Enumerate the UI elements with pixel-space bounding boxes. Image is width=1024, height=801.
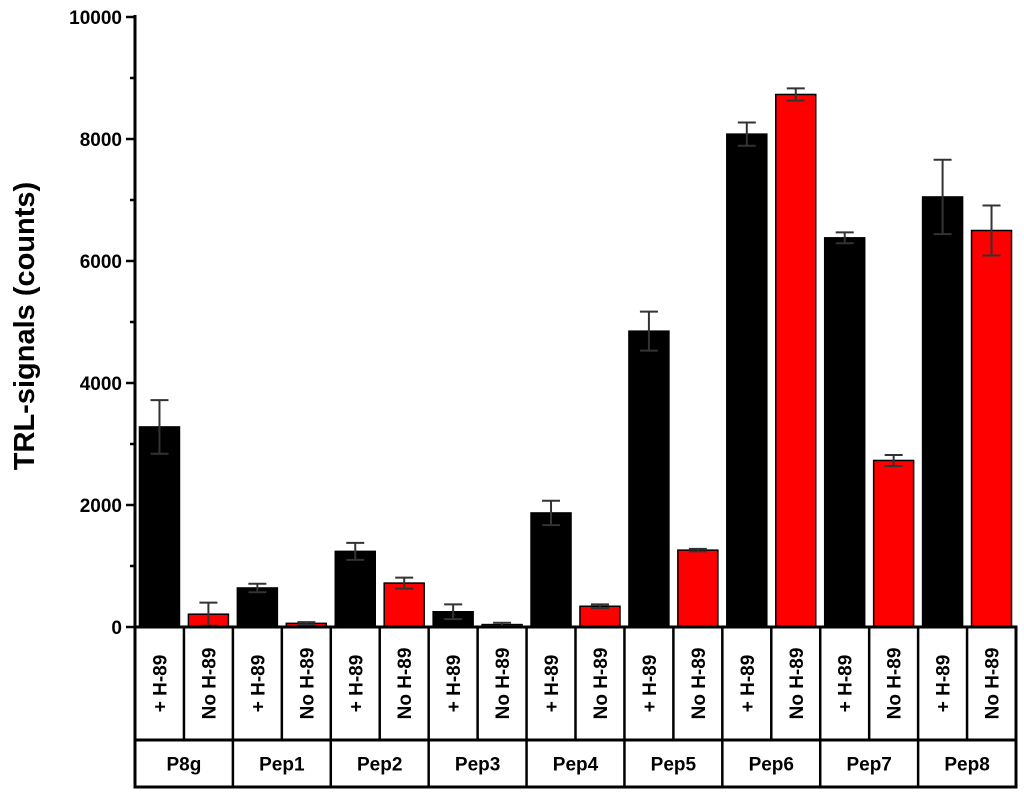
error-bar-Pep7-no-h89 [884, 453, 903, 467]
y-tick-label: 6000 [80, 252, 122, 273]
error-bar-Pep4-no-h89 [590, 603, 609, 610]
group-label: Pep5 [651, 755, 697, 776]
group-label: Pep8 [944, 755, 989, 776]
condition-label: No H-89 [983, 648, 1004, 720]
group-label: Pep3 [455, 755, 500, 776]
condition-label: No H-89 [591, 648, 612, 720]
error-bar-Pep7-with-h89 [835, 231, 854, 245]
bar-Pep4-no-h89 [579, 605, 621, 628]
condition-label: + H-89 [934, 655, 955, 713]
condition-label: + H-89 [346, 655, 367, 713]
bars [138, 93, 1013, 628]
error-bar-Pep6-no-h89 [786, 87, 805, 102]
bar-Pep1-with-h89 [236, 587, 279, 628]
error-bar-Pep5-no-h89 [688, 547, 707, 553]
bar-Pep7-with-h89 [823, 237, 866, 628]
bar-Pep4-with-h89 [530, 512, 572, 628]
y-tick-label: 8000 [80, 130, 122, 151]
y-tick-label: 10000 [69, 8, 122, 29]
y-tick-label: 2000 [80, 496, 122, 517]
bar-Pep6-no-h89 [775, 93, 817, 628]
group-label: P8g [167, 755, 202, 776]
condition-label: No H-89 [885, 648, 906, 720]
condition-label: + H-89 [444, 655, 465, 713]
y-tick-label: 0 [111, 618, 122, 639]
error-bar-Pep3-with-h89 [444, 603, 463, 621]
bar-Pep2-with-h89 [334, 550, 376, 628]
bar-Pep8-with-h89 [921, 196, 964, 628]
group-label: Pep1 [259, 755, 305, 776]
group-label: Pep2 [357, 755, 402, 776]
error-bar-Pep4-with-h89 [542, 499, 561, 527]
error-bar-Pep8-no-h89 [982, 204, 1001, 257]
condition-label: + H-89 [150, 655, 171, 713]
error-bar-Pep2-with-h89 [346, 541, 365, 561]
bar-Pep8-no-h89 [970, 229, 1013, 628]
condition-label: No H-89 [199, 648, 220, 720]
bar-Pep2-no-h89 [383, 582, 425, 628]
condition-label: + H-89 [640, 655, 661, 713]
condition-label: No H-89 [689, 648, 710, 720]
condition-label: No H-89 [787, 648, 808, 720]
error-bar-Pep1-no-h89 [297, 621, 316, 626]
error-bars [150, 87, 1001, 628]
condition-label: No H-89 [395, 648, 416, 720]
condition-label: No H-89 [297, 648, 318, 720]
group-label: Pep6 [749, 755, 794, 776]
error-bar-P8g-with-h89 [150, 399, 169, 455]
error-bar-Pep6-with-h89 [737, 121, 756, 147]
error-bar-Pep8-with-h89 [933, 158, 952, 236]
y-tick-label: 4000 [80, 374, 122, 395]
condition-label: + H-89 [248, 655, 269, 713]
condition-label: + H-89 [738, 655, 759, 713]
bar-Pep6-with-h89 [726, 133, 768, 628]
error-bar-Pep5-with-h89 [639, 310, 658, 352]
bar-Pep7-no-h89 [872, 459, 915, 628]
bar-Pep5-with-h89 [628, 330, 670, 628]
error-bar-Pep2-no-h89 [395, 576, 414, 590]
group-label: Pep4 [553, 755, 599, 776]
error-bar-Pep1-with-h89 [248, 582, 267, 594]
bar-P8g-with-h89 [138, 426, 181, 628]
condition-label: + H-89 [542, 655, 563, 713]
y-axis-ticks: 0 2000 4000 6000 8000 10000 [69, 8, 135, 639]
bar-Pep5-no-h89 [677, 549, 719, 628]
y-axis-label: TRL-signals (counts) [9, 182, 41, 470]
condition-label: No H-89 [493, 648, 514, 720]
category-table: + H-89 No H-89 + H-89 No H-89 + H-89 No H-89 +… [133, 625, 1018, 789]
condition-label: + H-89 [836, 655, 857, 713]
group-label: Pep7 [846, 755, 891, 776]
